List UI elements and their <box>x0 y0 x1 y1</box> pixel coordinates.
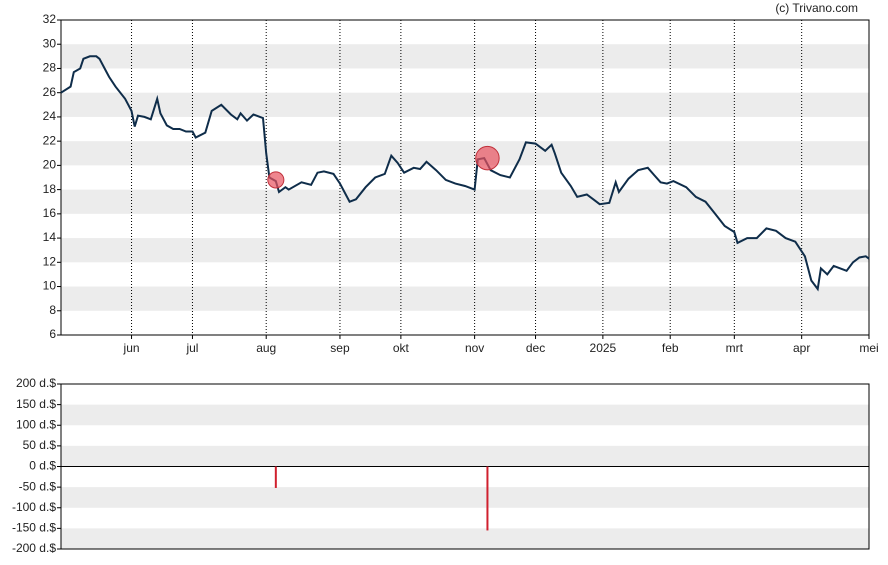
x-tick-label: jun <box>123 341 140 355</box>
y-tick-label: 200 d.$ <box>16 376 56 390</box>
x-tick-label: aug <box>256 341 276 355</box>
x-tick-label: mrt <box>726 341 744 355</box>
y-tick-label: 8 <box>49 303 56 317</box>
grid-band <box>61 92 869 117</box>
y-tick-label: 22 <box>43 133 57 147</box>
y-tick-label: -50 d.$ <box>19 479 57 493</box>
x-tick-label: 2025 <box>590 341 617 355</box>
y-tick-label: -150 d.$ <box>12 521 56 535</box>
y-tick-label: 30 <box>43 36 57 50</box>
x-tick-label: apr <box>793 341 810 355</box>
y-tick-label: 12 <box>43 254 57 268</box>
y-tick-label: -200 d.$ <box>12 541 56 555</box>
y-tick-label: 18 <box>43 182 57 196</box>
y-tick-label: 26 <box>43 85 57 99</box>
grid-band <box>61 44 869 69</box>
y-tick-label: 32 <box>43 12 57 26</box>
grid-band <box>61 487 869 508</box>
y-tick-label: 24 <box>43 109 57 123</box>
y-tick-label: 0 d.$ <box>29 459 56 473</box>
grid-band <box>61 404 869 426</box>
grid-band <box>61 141 869 166</box>
bar <box>486 466 489 531</box>
trade-marker <box>475 145 500 171</box>
y-tick-label: 50 d.$ <box>23 438 57 452</box>
plot-frame <box>60 19 870 336</box>
price-line <box>60 55 870 292</box>
y-tick-label: 150 d.$ <box>16 397 56 411</box>
y-tick-label: 100 d.$ <box>16 417 56 431</box>
y-tick-label: 10 <box>43 279 57 293</box>
grid-band <box>61 238 869 263</box>
y-tick-label: 20 <box>43 158 57 172</box>
bar <box>274 466 277 488</box>
grid-band <box>61 286 869 311</box>
y-tick-label: 6 <box>49 327 56 341</box>
y-tick-label: -100 d.$ <box>12 500 56 514</box>
x-tick-label: jul <box>185 341 198 355</box>
trade-marker <box>267 171 285 189</box>
x-tick-label: sep <box>330 341 350 355</box>
x-tick-label: okt <box>393 341 410 355</box>
credit: (c) Trivano.com <box>775 1 858 15</box>
x-tick-label: mei <box>859 341 878 355</box>
y-tick-label: 16 <box>43 206 57 220</box>
x-tick-label: nov <box>465 341 484 355</box>
grid-band <box>61 189 869 214</box>
y-tick-label: 14 <box>43 230 57 244</box>
grid-band <box>61 445 869 467</box>
plot-frame <box>60 383 870 550</box>
x-tick-label: dec <box>526 341 545 355</box>
x-tick-label: feb <box>662 341 679 355</box>
grid-band <box>61 528 869 549</box>
y-tick-label: 28 <box>43 61 57 75</box>
